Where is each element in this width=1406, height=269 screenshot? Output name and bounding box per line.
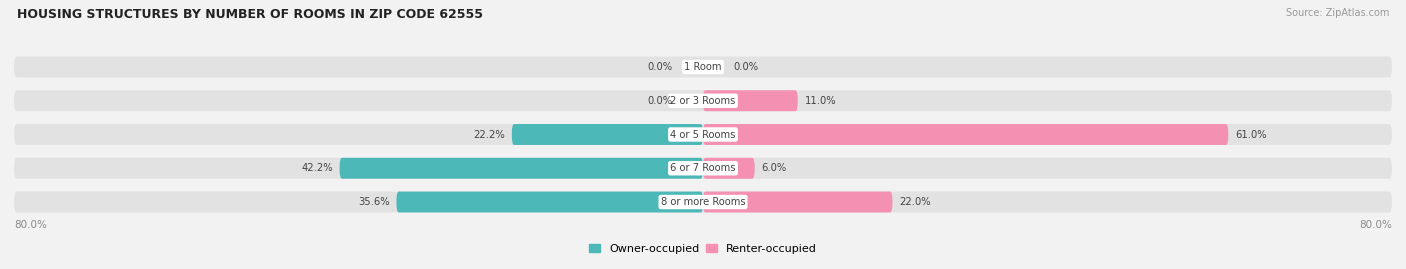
Text: 35.6%: 35.6% (359, 197, 389, 207)
FancyBboxPatch shape (14, 90, 1392, 111)
Text: 1 Room: 1 Room (685, 62, 721, 72)
FancyBboxPatch shape (396, 192, 703, 213)
Text: 0.0%: 0.0% (648, 62, 673, 72)
FancyBboxPatch shape (703, 158, 755, 179)
FancyBboxPatch shape (703, 192, 893, 213)
FancyBboxPatch shape (703, 124, 1229, 145)
FancyBboxPatch shape (14, 56, 1392, 77)
Text: HOUSING STRUCTURES BY NUMBER OF ROOMS IN ZIP CODE 62555: HOUSING STRUCTURES BY NUMBER OF ROOMS IN… (17, 8, 482, 21)
FancyBboxPatch shape (14, 158, 1392, 179)
Text: 4 or 5 Rooms: 4 or 5 Rooms (671, 129, 735, 140)
Text: 0.0%: 0.0% (733, 62, 758, 72)
Text: 11.0%: 11.0% (804, 96, 837, 106)
Text: 42.2%: 42.2% (301, 163, 333, 173)
Text: 61.0%: 61.0% (1236, 129, 1267, 140)
Text: 0.0%: 0.0% (648, 96, 673, 106)
Text: 22.0%: 22.0% (900, 197, 931, 207)
Text: Source: ZipAtlas.com: Source: ZipAtlas.com (1285, 8, 1389, 18)
FancyBboxPatch shape (14, 192, 1392, 213)
Legend: Owner-occupied, Renter-occupied: Owner-occupied, Renter-occupied (585, 239, 821, 259)
FancyBboxPatch shape (512, 124, 703, 145)
Text: 6 or 7 Rooms: 6 or 7 Rooms (671, 163, 735, 173)
Text: 22.2%: 22.2% (474, 129, 505, 140)
Text: 8 or more Rooms: 8 or more Rooms (661, 197, 745, 207)
FancyBboxPatch shape (14, 124, 1392, 145)
Text: 80.0%: 80.0% (14, 220, 46, 230)
Text: 6.0%: 6.0% (762, 163, 787, 173)
Text: 2 or 3 Rooms: 2 or 3 Rooms (671, 96, 735, 106)
Text: 80.0%: 80.0% (1360, 220, 1392, 230)
FancyBboxPatch shape (703, 90, 797, 111)
FancyBboxPatch shape (340, 158, 703, 179)
